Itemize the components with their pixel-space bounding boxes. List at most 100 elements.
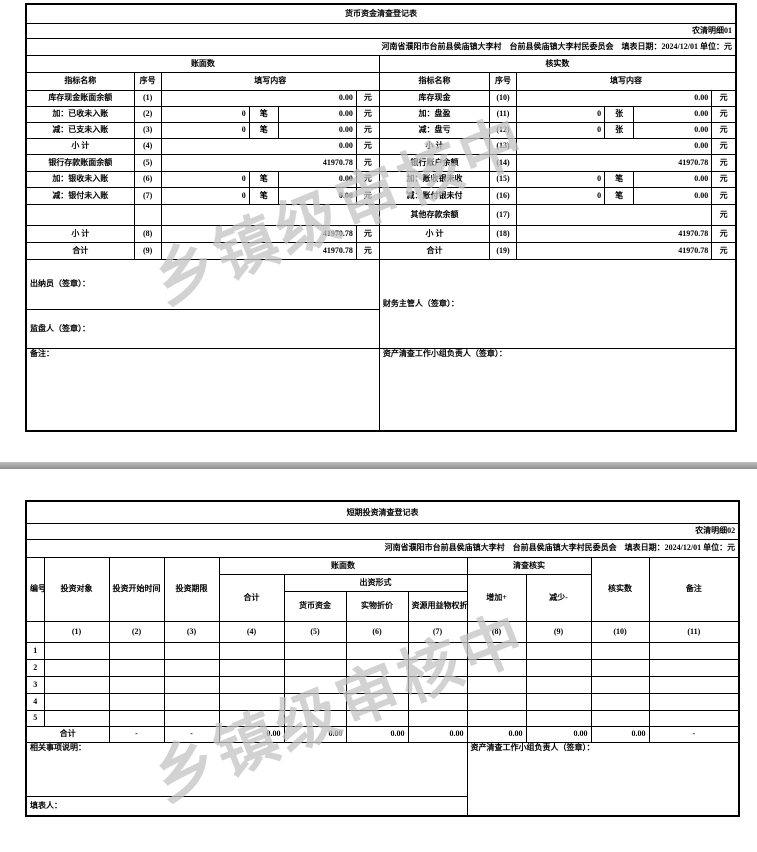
table-row: 减：已支未入账 (3) 0 笔 0.00 元 减：盘亏 (12) 0 张 0.0…	[25, 121, 737, 139]
unit-cell: 元	[355, 224, 380, 243]
col-header-no: 编号	[25, 556, 45, 622]
indicator-cell: 加：已收未入账	[25, 105, 135, 123]
col-header-money: 货币资金	[283, 590, 347, 622]
indicator-cell	[25, 203, 135, 226]
empty-cell	[108, 709, 165, 727]
empty-cell	[466, 692, 527, 711]
empty-cell	[345, 658, 409, 677]
indicator-cell: 小 计	[25, 224, 135, 243]
unit-cell: 元	[711, 89, 737, 107]
unit-cell: 元	[711, 137, 737, 155]
seq-label-cell: (7)	[407, 620, 468, 643]
indicator-cell: 库存现金账面余额	[25, 89, 135, 107]
table-row: 银行存款账面余额 (5) 41970.78 元 银行账户余额 (14) 4197…	[25, 153, 737, 172]
seq-label-cell: (5)	[283, 620, 347, 643]
count-unit-cell: 笔	[248, 121, 279, 139]
form2-title: 短期投资清查登记表	[25, 500, 740, 524]
amount-cell: 0.00	[160, 89, 357, 107]
form2-org-line: 河南省濮阳市台前县侯庙镇大李村 台前县侯庙镇大李村民委员会 填表日期：2024/…	[25, 538, 740, 558]
col-header-physical: 实物折价	[345, 590, 409, 622]
unit-cell: 元	[355, 89, 380, 107]
seq-label-cell: (11)	[648, 620, 740, 643]
form1-code: 农清明细01	[25, 22, 737, 39]
seq-cell: (4)	[133, 137, 162, 155]
amount-cell: 0.00	[633, 105, 713, 123]
row-number-cell: 3	[25, 675, 45, 694]
seq-cell: (11)	[489, 105, 518, 123]
empty-cell	[43, 709, 110, 727]
col-header-start: 投资开始时间	[108, 556, 165, 622]
total-resource-cell: 0.00	[407, 725, 468, 743]
amount-cell: 0.00	[516, 137, 713, 155]
section-header-verified: 核实数	[378, 54, 737, 73]
indicator-cell: 库存现金	[378, 89, 491, 107]
row-number-cell: 5	[25, 709, 45, 727]
amount-cell: 41970.78	[160, 153, 357, 172]
empty-cell	[283, 675, 347, 694]
indicator-cell: 加：盘盈	[378, 105, 491, 123]
form-filler-cell: 填表人：	[25, 795, 468, 817]
seq-label-row: (1) (2) (3) (4) (5) (6) (7) (8) (9) (10)…	[25, 620, 740, 643]
seq-label-cell: (9)	[525, 620, 592, 643]
empty-cell	[283, 709, 347, 727]
col-header-book: 账面数	[218, 556, 468, 575]
seq-cell: (16)	[489, 186, 518, 205]
total-verified-cell: 0.00	[590, 725, 650, 743]
empty-cell	[163, 692, 220, 711]
amount-cell: 0.00	[277, 170, 357, 188]
unit-cell: 元	[711, 186, 737, 205]
unit-cell: 元	[355, 137, 380, 155]
indicator-cell: 减：银付未入账	[25, 186, 135, 205]
unit-cell: 元	[711, 170, 737, 188]
empty-cell	[525, 641, 592, 660]
seq-cell: (14)	[489, 153, 518, 172]
empty-cell	[43, 675, 110, 694]
col-header-target: 投资对象	[43, 556, 110, 622]
empty-cell	[466, 658, 527, 677]
indicator-cell: 小 计	[378, 224, 491, 243]
unit-cell: 元	[711, 203, 737, 226]
amount-cell	[516, 203, 713, 226]
indicator-cell: 减：盘亏	[378, 121, 491, 139]
col-header-verified: 核实数	[590, 556, 650, 622]
count-unit-cell: 笔	[248, 170, 279, 188]
empty-cell	[283, 641, 347, 660]
amount-cell: 0.00	[633, 186, 713, 205]
unit-cell: 元	[355, 186, 380, 205]
col-header-indicator: 指标名称	[25, 71, 135, 91]
amount-cell: 41970.78	[160, 241, 357, 260]
page-divider	[0, 462, 757, 469]
row-number-cell: 2	[25, 658, 45, 677]
supervisor-signature-cell: 监盘人（签章）：	[25, 308, 380, 349]
total-increase-cell: 0.00	[466, 725, 527, 743]
row-number-cell: 1	[25, 641, 45, 660]
empty-cell	[43, 641, 110, 660]
seq-cell: (18)	[489, 224, 518, 243]
amount-cell: 41970.78	[160, 224, 357, 243]
empty-cell	[283, 658, 347, 677]
seq-cell: (6)	[133, 170, 162, 188]
empty-cell	[648, 675, 740, 694]
amount-cell: 0.00	[633, 170, 713, 188]
empty-cell	[160, 203, 380, 226]
empty-cell	[525, 658, 592, 677]
total-remark-cell: -	[648, 725, 740, 743]
empty-cell	[525, 675, 592, 694]
unit-cell: 元	[355, 105, 380, 123]
seq-cell: (3)	[133, 121, 162, 139]
seq-cell: (13)	[489, 137, 518, 155]
seq-label-cell: (8)	[466, 620, 527, 643]
total-decrease-cell: 0.00	[525, 725, 592, 743]
seq-cell: (15)	[489, 170, 518, 188]
empty-cell	[108, 692, 165, 711]
finance-head-signature-cell: 财务主管人（签章）：	[378, 258, 737, 349]
empty-cell	[345, 692, 409, 711]
amount-cell: 41970.78	[516, 153, 713, 172]
seq-label-cell: (6)	[345, 620, 409, 643]
seq-cell: (5)	[133, 153, 162, 172]
unit-cell: 元	[711, 153, 737, 172]
empty-cell	[466, 641, 527, 660]
indicator-cell: 加：银收未入账	[25, 170, 135, 188]
indicator-cell: 合计	[378, 241, 491, 260]
filler-row: 填表人：	[25, 795, 739, 817]
